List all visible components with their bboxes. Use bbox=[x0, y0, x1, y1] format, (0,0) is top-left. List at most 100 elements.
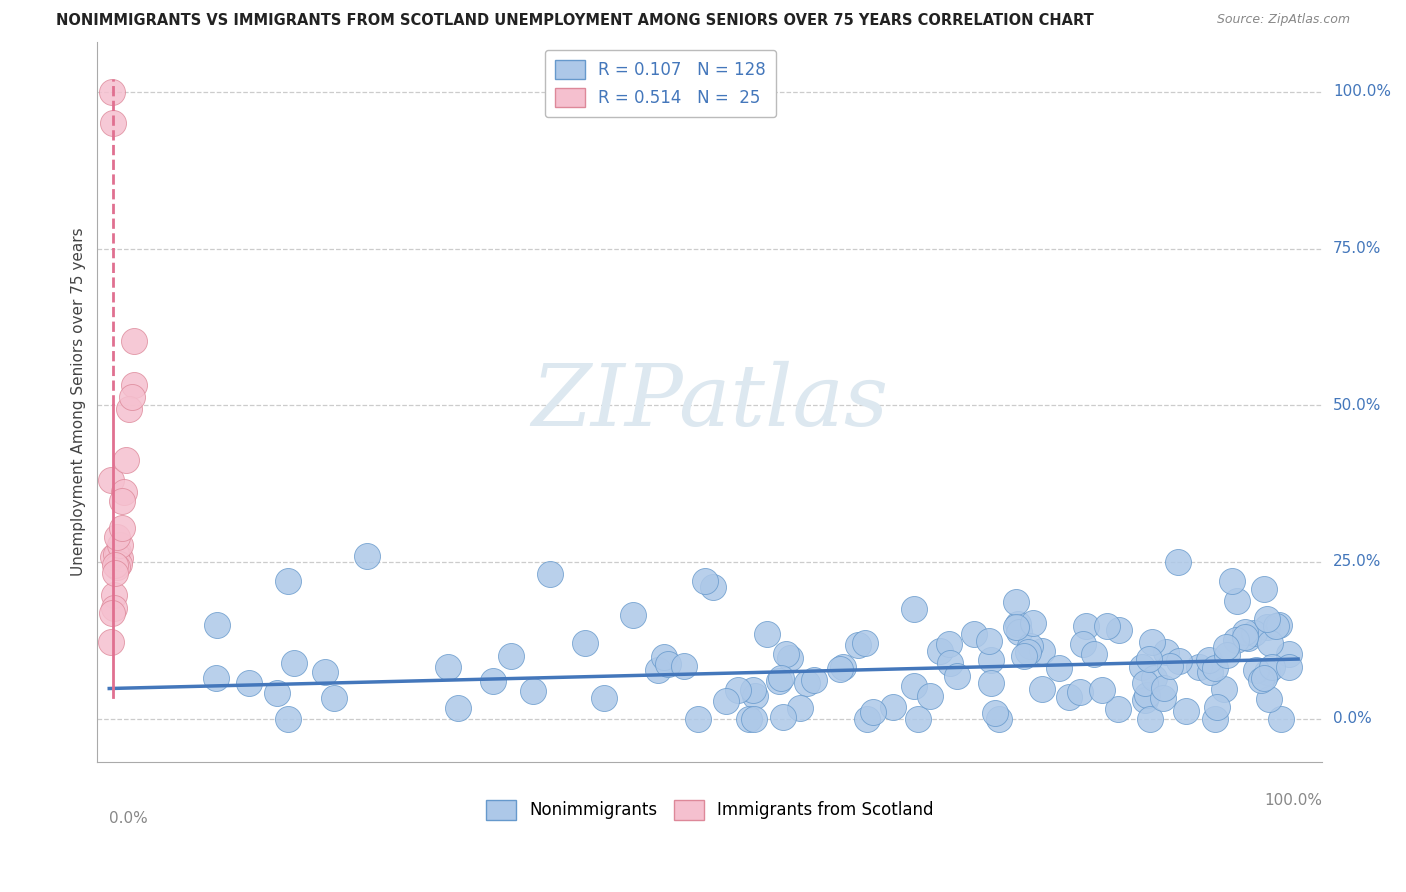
Point bbox=[1253, 582, 1275, 596]
Point bbox=[1071, 637, 1094, 651]
Point bbox=[702, 580, 724, 594]
Point bbox=[1278, 660, 1301, 674]
Point bbox=[775, 647, 797, 661]
Point bbox=[1204, 661, 1226, 675]
Point bbox=[772, 710, 794, 724]
Point bbox=[1153, 681, 1175, 695]
Point bbox=[1237, 632, 1260, 646]
Point bbox=[1159, 659, 1181, 673]
Point bbox=[1139, 712, 1161, 726]
Point bbox=[768, 674, 790, 689]
Point bbox=[938, 637, 960, 651]
Point bbox=[1234, 630, 1257, 644]
Point bbox=[1226, 593, 1249, 607]
Point bbox=[283, 657, 305, 671]
Point bbox=[124, 377, 146, 392]
Point bbox=[482, 673, 505, 688]
Point bbox=[1057, 690, 1080, 704]
Point bbox=[1017, 645, 1039, 659]
Point bbox=[1270, 712, 1292, 726]
Point bbox=[1007, 617, 1029, 632]
Point bbox=[104, 558, 127, 573]
Point bbox=[657, 657, 679, 672]
Point bbox=[1069, 685, 1091, 699]
Point bbox=[1143, 671, 1166, 685]
Point bbox=[1213, 681, 1236, 696]
Point bbox=[1198, 653, 1220, 667]
Point bbox=[108, 550, 131, 565]
Point bbox=[939, 657, 962, 671]
Point bbox=[980, 676, 1002, 690]
Point bbox=[1278, 647, 1301, 661]
Point bbox=[1222, 574, 1244, 588]
Point bbox=[522, 683, 544, 698]
Point bbox=[1234, 625, 1257, 640]
Point bbox=[277, 574, 299, 588]
Point bbox=[1107, 702, 1129, 716]
Point bbox=[111, 494, 134, 508]
Point bbox=[107, 558, 129, 572]
Point bbox=[574, 636, 596, 650]
Point bbox=[984, 706, 1007, 721]
Point bbox=[1206, 700, 1229, 714]
Point bbox=[756, 627, 779, 641]
Point bbox=[1225, 633, 1247, 648]
Point bbox=[988, 712, 1011, 726]
Point bbox=[437, 659, 460, 673]
Text: 100.0%: 100.0% bbox=[1333, 85, 1391, 99]
Text: 75.0%: 75.0% bbox=[1333, 241, 1381, 256]
Point bbox=[1133, 692, 1156, 706]
Text: Source: ZipAtlas.com: Source: ZipAtlas.com bbox=[1216, 13, 1350, 27]
Text: 0.0%: 0.0% bbox=[110, 811, 148, 826]
Point bbox=[769, 671, 792, 685]
Point bbox=[1137, 652, 1160, 666]
Point bbox=[1204, 712, 1226, 726]
Point bbox=[738, 712, 761, 726]
Point bbox=[672, 659, 695, 673]
Point bbox=[695, 574, 717, 588]
Point bbox=[499, 648, 522, 663]
Point bbox=[907, 712, 929, 726]
Point bbox=[1095, 619, 1118, 633]
Point bbox=[1022, 616, 1045, 631]
Point bbox=[796, 676, 818, 690]
Point bbox=[314, 665, 336, 679]
Point bbox=[105, 530, 128, 544]
Point bbox=[1243, 626, 1265, 640]
Point bbox=[104, 566, 127, 580]
Point bbox=[862, 705, 884, 719]
Point bbox=[1156, 645, 1178, 659]
Point bbox=[103, 588, 125, 602]
Point bbox=[1244, 664, 1267, 678]
Point bbox=[538, 567, 561, 582]
Point bbox=[1188, 660, 1211, 674]
Point bbox=[1031, 682, 1053, 697]
Text: 0.0%: 0.0% bbox=[1333, 711, 1372, 726]
Point bbox=[592, 690, 614, 705]
Point bbox=[1216, 648, 1239, 662]
Point bbox=[779, 651, 801, 665]
Point bbox=[856, 712, 879, 726]
Legend: Nonimmigrants, Immigrants from Scotland: Nonimmigrants, Immigrants from Scotland bbox=[479, 794, 941, 826]
Point bbox=[1005, 619, 1028, 633]
Point bbox=[1260, 636, 1282, 650]
Point bbox=[103, 116, 125, 130]
Point bbox=[853, 636, 876, 650]
Point bbox=[112, 485, 135, 500]
Point bbox=[920, 689, 942, 703]
Point bbox=[1260, 660, 1282, 674]
Point bbox=[100, 474, 122, 488]
Point bbox=[1031, 644, 1053, 658]
Point bbox=[716, 694, 738, 708]
Point bbox=[1175, 705, 1198, 719]
Point bbox=[832, 660, 855, 674]
Point bbox=[1005, 594, 1028, 608]
Point bbox=[621, 607, 644, 622]
Point bbox=[1108, 623, 1130, 637]
Point bbox=[647, 663, 669, 677]
Point bbox=[1253, 671, 1275, 685]
Point bbox=[105, 559, 128, 574]
Point bbox=[1091, 682, 1114, 697]
Point bbox=[1256, 620, 1278, 634]
Point bbox=[1133, 676, 1156, 690]
